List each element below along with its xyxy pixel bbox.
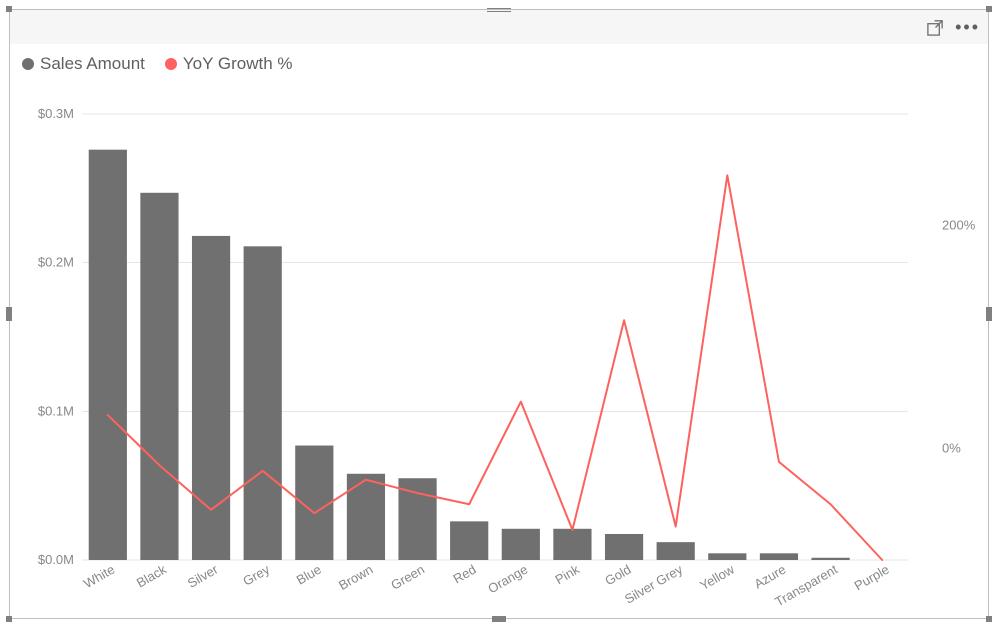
category-label: Red bbox=[451, 562, 479, 587]
resize-handle[interactable] bbox=[6, 6, 12, 12]
category-label: Azure bbox=[752, 562, 789, 592]
resize-handle[interactable] bbox=[492, 616, 506, 622]
resize-handle[interactable] bbox=[986, 616, 992, 622]
y-left-tick-label: $0.1M bbox=[38, 403, 74, 418]
resize-handle[interactable] bbox=[6, 616, 12, 622]
bar[interactable] bbox=[811, 558, 849, 560]
more-options-icon[interactable]: ••• bbox=[955, 18, 980, 36]
bar[interactable] bbox=[89, 150, 127, 560]
category-label: Brown bbox=[336, 562, 375, 593]
drag-handle-icon[interactable] bbox=[487, 8, 511, 12]
category-label: Grey bbox=[240, 561, 272, 588]
y-right-tick-label: 0% bbox=[942, 441, 961, 456]
category-label: Black bbox=[134, 561, 169, 590]
category-label: Blue bbox=[294, 562, 324, 588]
visual-frame: ••• Sales Amount YoY Growth % $0.0M$0.1M… bbox=[9, 9, 989, 619]
resize-handle[interactable] bbox=[986, 6, 992, 12]
category-label: Purple bbox=[852, 562, 892, 594]
y-left-tick-label: $0.2M bbox=[38, 255, 74, 270]
visual-header: ••• bbox=[10, 10, 988, 44]
combo-chart[interactable]: $0.0M $0.1M $0.2M $0.3M 0% 200% White Black Silv… bbox=[10, 44, 990, 620]
category-label: White bbox=[81, 562, 117, 592]
bar[interactable] bbox=[553, 529, 591, 560]
bar[interactable] bbox=[708, 553, 746, 560]
category-label: Pink bbox=[553, 561, 583, 587]
category-label: Silver bbox=[185, 561, 221, 591]
y-right-tick-label: 200% bbox=[942, 218, 976, 233]
bar[interactable] bbox=[347, 474, 385, 560]
category-label: Orange bbox=[485, 562, 530, 597]
category-label: Gold bbox=[602, 562, 633, 589]
category-label: Green bbox=[388, 562, 427, 593]
category-label: Silver Grey bbox=[622, 561, 686, 606]
y-left-tick-label: $0.0M bbox=[38, 552, 74, 567]
resize-handle[interactable] bbox=[986, 307, 992, 321]
resize-handle[interactable] bbox=[6, 307, 12, 321]
bar[interactable] bbox=[657, 542, 695, 560]
bar[interactable] bbox=[192, 236, 230, 560]
bar[interactable] bbox=[502, 529, 540, 560]
bar[interactable] bbox=[605, 534, 643, 560]
category-label: Yellow bbox=[697, 561, 737, 593]
bar[interactable] bbox=[140, 193, 178, 560]
bar[interactable] bbox=[450, 521, 488, 560]
y-left-tick-label: $0.3M bbox=[38, 106, 74, 121]
bar[interactable] bbox=[760, 553, 798, 560]
bar[interactable] bbox=[244, 246, 282, 560]
focus-mode-icon[interactable] bbox=[926, 18, 945, 37]
